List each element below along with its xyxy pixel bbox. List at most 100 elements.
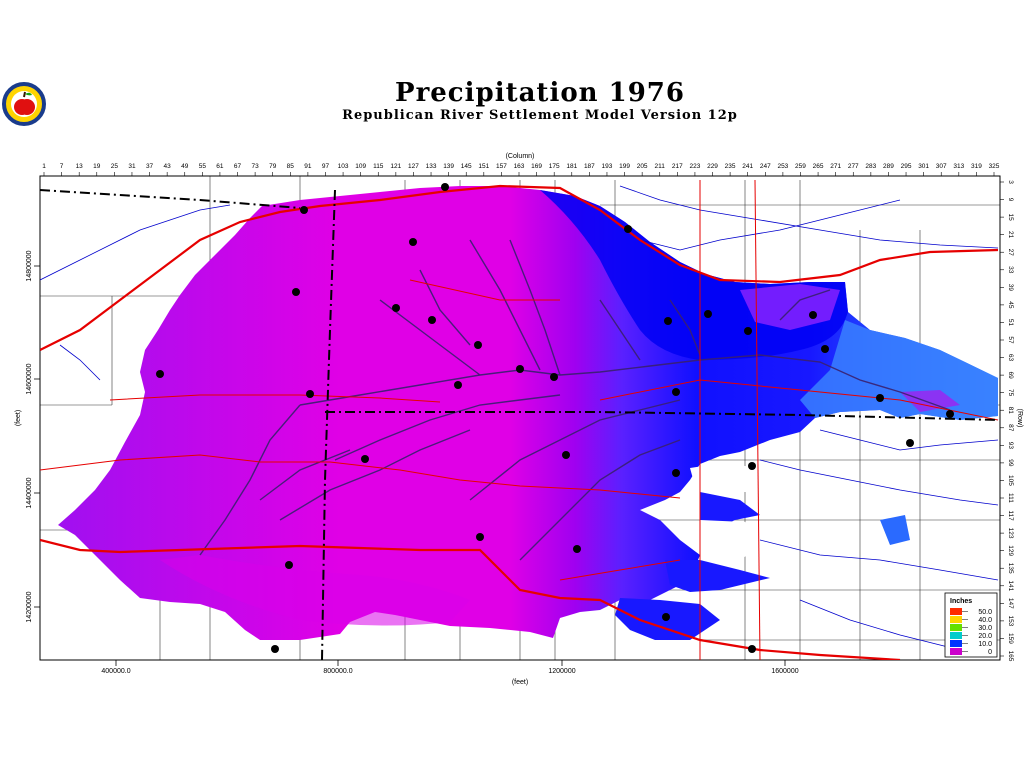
row-tick-label: 27 [1007,249,1014,257]
column-tick-label: 43 [164,163,172,170]
row-tick-label: 135 [1007,563,1014,574]
row-tick-label: 123 [1007,528,1014,539]
row-tick-label: 63 [1007,354,1014,362]
column-tick-label: 247 [760,163,771,170]
legend-label: 50.0 [978,609,992,616]
column-tick-label: 241 [742,163,753,170]
legend-swatch [950,624,962,631]
column-tick-label: 169 [531,163,542,170]
column-tick-label: 13 [76,163,84,170]
column-tick-label: 157 [496,163,507,170]
column-tick-label: 91 [304,163,312,170]
column-tick-label: 109 [355,163,366,170]
x-axis-label: (feet) [512,679,528,686]
row-tick-label: 9 [1007,198,1014,202]
column-tick-label: 163 [514,163,525,170]
rivers [40,185,999,651]
roads [40,179,999,660]
column-tick-label: 205 [637,163,648,170]
column-tick-label: 115 [373,163,384,170]
state-boundaries [40,189,999,660]
column-tick-label: 139 [443,163,454,170]
stations [156,183,954,653]
row-axis-label: (Row) [1016,409,1023,428]
row-tick-label: 81 [1007,407,1014,415]
column-tick-label: 283 [865,163,876,170]
y-tick-label: 14400000 [26,477,33,508]
legend-label: 30.0 [978,625,992,632]
column-tick-label: 85 [287,163,295,170]
column-tick-label: 31 [128,163,136,170]
row-tick-label: 165 [1007,651,1014,662]
row-tick-label: 93 [1007,442,1014,450]
row-tick-label: 69 [1007,371,1014,379]
legend-label: 10.0 [978,641,992,648]
column-tick-label: 307 [936,163,947,170]
legend-swatch [950,616,962,623]
column-tick-label: 133 [426,163,437,170]
legend-label: 0 [988,649,992,656]
row-tick-label: 39 [1007,284,1014,292]
row-tick-label: 129 [1007,545,1014,556]
legend-swatch [950,632,962,639]
row-tick-label: 87 [1007,424,1014,432]
column-tick-label: 229 [707,163,718,170]
column-tick-label: 295 [901,163,912,170]
row-tick-label: 99 [1007,459,1014,467]
column-tick-label: 37 [146,163,154,170]
row-tick-label: 141 [1007,580,1014,591]
column-tick-label: 73 [251,163,259,170]
y-tick-label: 14200000 [26,591,33,622]
column-tick-label: 313 [953,163,964,170]
drainage-network [199,239,951,561]
row-tick-label: 45 [1007,301,1014,309]
column-tick-label: 121 [390,163,401,170]
row-tick-label: 159 [1007,633,1014,644]
legend-swatch [950,640,962,647]
y-tick-label: 14800000 [26,250,33,281]
column-tick-label: 151 [478,163,489,170]
column-tick-label: 193 [602,163,613,170]
column-tick-label: 265 [813,163,824,170]
column-tick-label: 175 [549,163,560,170]
apple-logo-icon [2,82,46,126]
column-tick-label: 49 [181,163,189,170]
y-tick-labels: 14800000 14600000 14400000 14200000 [26,250,40,623]
column-tick-label: 217 [672,163,683,170]
column-tick-label: 223 [689,163,700,170]
legend: Inches 50.040.030.020.010.00 [944,592,998,658]
legend-label: 40.0 [978,617,992,624]
x-tick-label: 1200000 [548,668,575,675]
y-axis-label: (feet) [15,410,22,426]
row-tick-label: 21 [1007,231,1014,239]
row-tick-label: 3 [1007,180,1014,184]
column-tick-label: 325 [989,163,1000,170]
row-tick-labels: 3915212733394551576369758187939910511111… [1000,180,1014,662]
row-tick-label: 111 [1007,493,1014,503]
row-tick-label: 105 [1007,475,1014,486]
column-tick-label: 79 [269,163,277,170]
column-tick-label: 7 [60,163,64,170]
column-tick-labels: 1 7 13 19 25 31 37 43 49 55 61 67 73 79 85 91 97 103 109 11… [42,163,1000,176]
row-tick-label: 57 [1007,336,1014,344]
column-tick-label: 61 [216,163,224,170]
column-tick-label: 319 [971,163,982,170]
column-tick-label: 19 [93,163,101,170]
column-tick-label: 1 [42,163,46,170]
legend-title: Inches [950,598,972,605]
column-tick-label: 259 [795,163,806,170]
column-tick-label: 277 [848,163,859,170]
column-tick-label: 235 [725,163,736,170]
column-tick-label: 145 [461,163,472,170]
row-tick-label: 153 [1007,615,1014,626]
page-subtitle: Republican River Settlement Model Versio… [342,108,738,123]
legend-swatch [950,608,962,615]
y-tick-label: 14600000 [26,363,33,394]
x-tick-label: 1600000 [771,668,798,675]
page-title: Precipitation 1976 [395,78,685,108]
column-tick-label: 67 [234,163,242,170]
legend-label: 20.0 [978,633,992,640]
x-tick-label: 400000.0 [101,668,130,675]
row-tick-label: 117 [1007,510,1014,521]
